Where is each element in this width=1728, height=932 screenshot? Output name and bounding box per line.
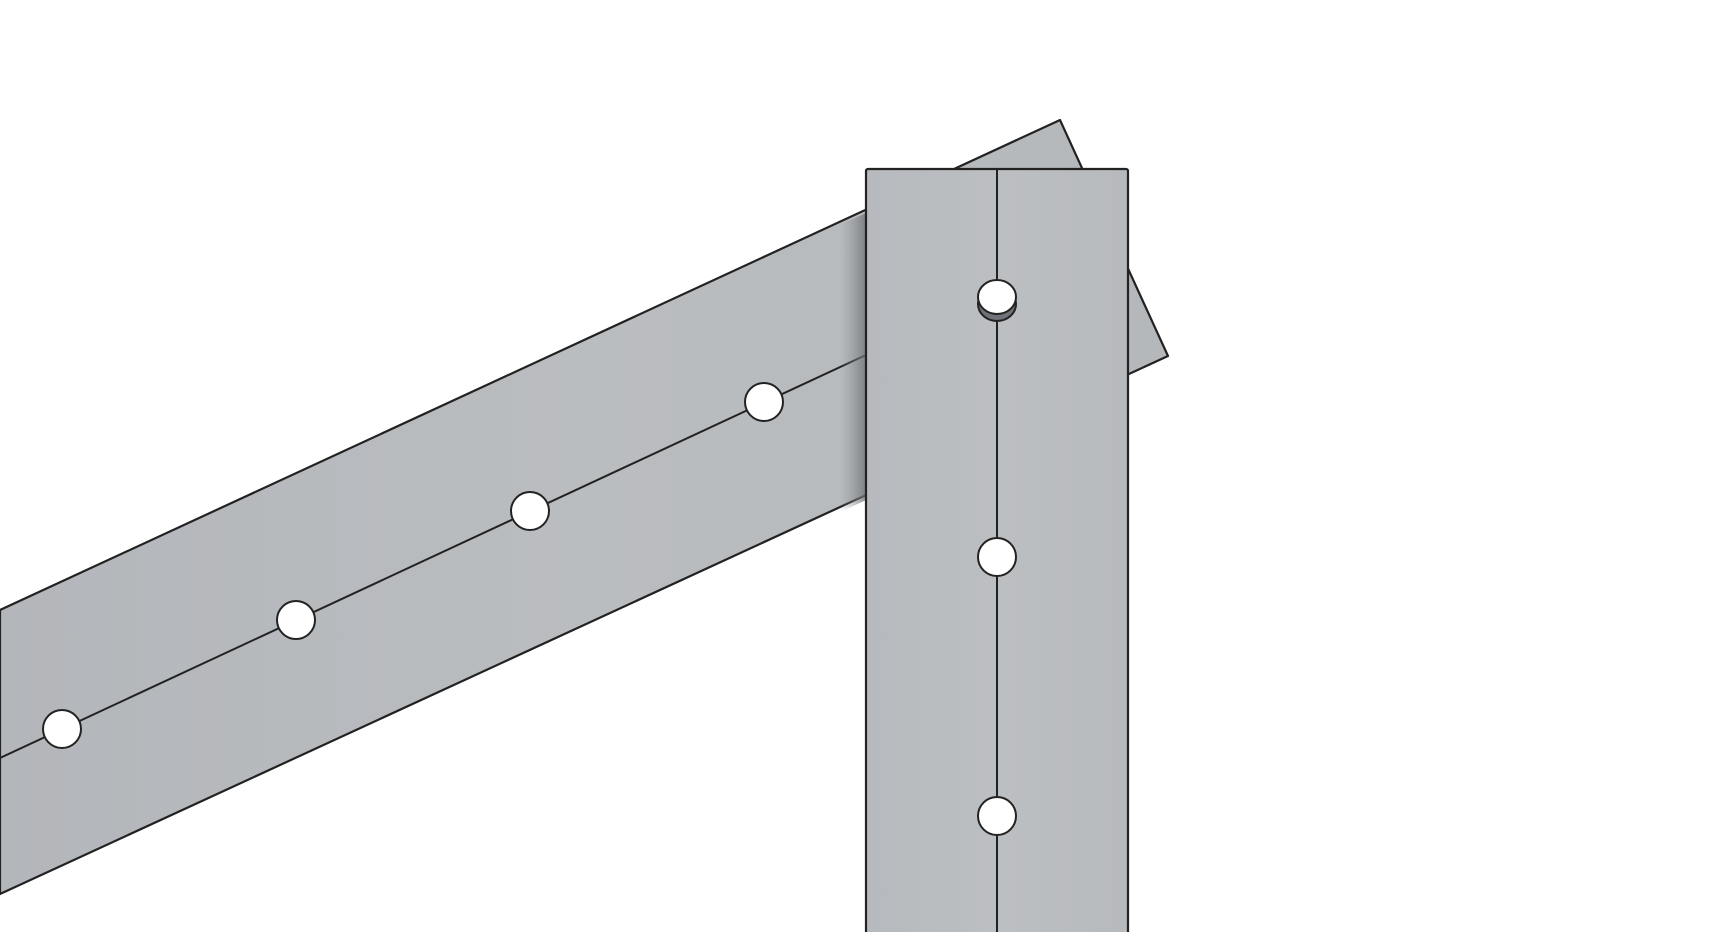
post-shadow (840, 213, 866, 512)
vertical-post-hole[interactable] (977, 796, 1017, 836)
vertical-post-hole[interactable] (977, 537, 1017, 577)
vertical-post[interactable] (864, 167, 1130, 932)
diagonal-beam-hole[interactable] (510, 491, 550, 531)
diagonal-beam-hole[interactable] (744, 382, 784, 422)
vertical-post-bolt[interactable] (977, 279, 1017, 322)
diagonal-beam-hole[interactable] (276, 600, 316, 640)
diagonal-beam-hole[interactable] (42, 709, 82, 749)
diagonal-beam-centerline (0, 354, 867, 759)
